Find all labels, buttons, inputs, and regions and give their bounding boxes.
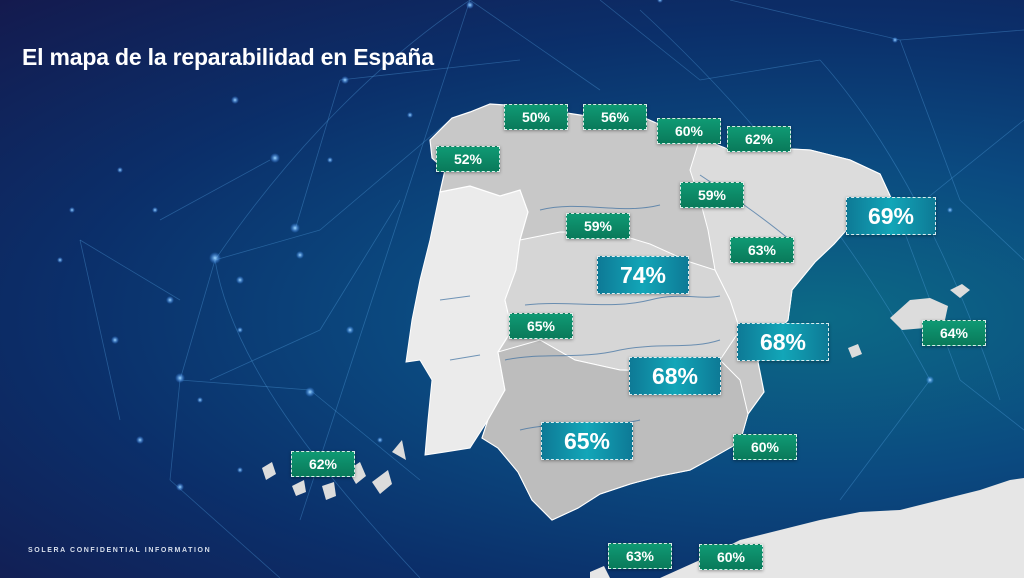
label-melilla: 60% [699,544,763,570]
label-comunidad-valenciana: 68% [737,323,829,361]
confidential-footer: SOLERA CONFIDENTIAL INFORMATION [28,547,212,554]
ibiza-shape [848,344,862,358]
label-la-rioja: 59% [680,182,744,208]
label-aragon: 63% [730,237,794,263]
label-castilla-y-leon: 59% [566,213,630,239]
label-cataluna: 69% [846,197,936,235]
label-madrid: 74% [597,256,689,294]
label-navarra: 62% [727,126,791,152]
rivers [439,174,791,431]
label-castilla-la-mancha: 68% [629,357,721,395]
label-ceuta: 63% [608,543,672,569]
ceuta-shape [590,566,610,578]
network-dots [57,0,953,491]
label-pais-vasco: 60% [657,118,721,144]
label-andalucia: 65% [541,422,633,460]
page-title: El mapa de la reparabilidad en España [22,44,434,70]
label-baleares: 64% [922,320,986,346]
label-galicia: 52% [436,146,500,172]
label-murcia: 60% [733,434,797,460]
menorca-shape [950,284,970,298]
label-asturias: 50% [504,104,568,130]
label-cantabria: 56% [583,104,647,130]
label-canarias: 62% [291,451,355,477]
label-extremadura: 65% [509,313,573,339]
